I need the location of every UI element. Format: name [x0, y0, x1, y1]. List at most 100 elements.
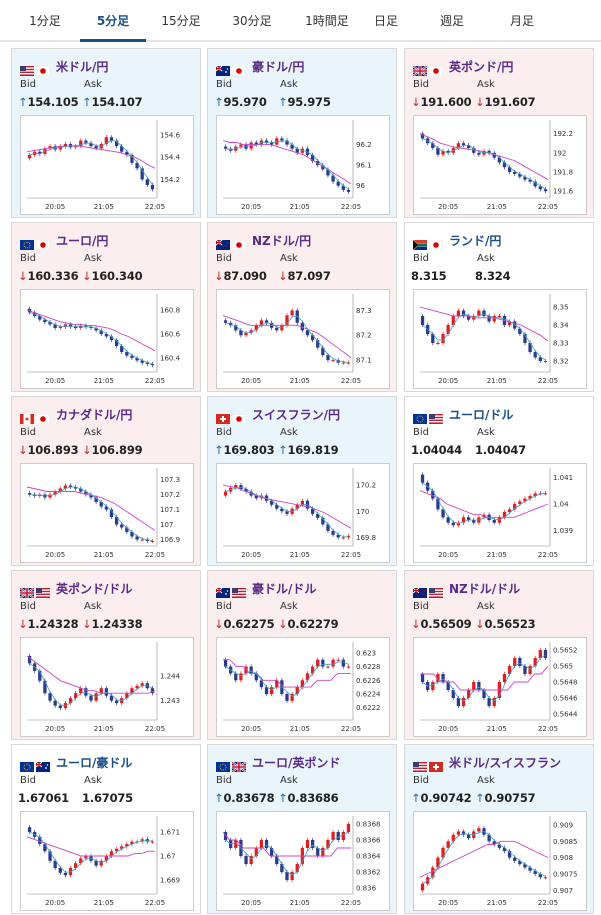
candle — [68, 698, 73, 704]
candle — [120, 846, 124, 849]
candle — [492, 841, 496, 845]
x-tick-label: 22:05 — [145, 377, 165, 385]
rate-card[interactable]: 米ドル/円 Bid Ask ↑154.105 ↑154.107 154.6 154.4 154… — [11, 48, 201, 218]
mini-chart[interactable]: 0.909 0.9085 0.908 0.9075 0.907 20:05 21:05 22:… — [413, 811, 587, 911]
candle — [104, 506, 108, 510]
mini-chart[interactable]: 87.3 87.2 87.1 20:05 21:05 22:05 — [216, 289, 390, 389]
candle — [43, 680, 47, 694]
jp-flag-icon — [231, 409, 247, 425]
rate-card[interactable]: ユーロ/豪ドル Bid Ask 1.67061 1.67075 1.671 1.67 1.66… — [11, 744, 201, 914]
candle — [336, 534, 340, 538]
rate-card[interactable]: 英ポンド/ドル Bid Ask ↓1.24328 ↓1.24338 1.244 1.243 2… — [11, 570, 201, 740]
tab-1[interactable]: 5分足 — [80, 0, 146, 42]
rate-card[interactable]: 英ポンド/円 Bid Ask ↓191.600 ↓191.607 192.2 192 191.… — [404, 48, 594, 218]
pair-name-link[interactable]: 豪ドル/円 — [252, 59, 305, 74]
mini-chart[interactable]: 96.2 96.1 96 20:05 21:05 22:05 — [216, 115, 390, 215]
pair-name-link[interactable]: ユーロ/英ポンド — [252, 755, 341, 770]
mini-chart[interactable]: 1.244 1.243 20:05 21:05 22:05 — [20, 637, 194, 737]
pair-name-link[interactable]: スイスフラン/円 — [252, 407, 341, 422]
pair-name-link[interactable]: ユーロ/豪ドル — [56, 755, 133, 770]
rate-card[interactable]: ユーロ/ドル Bid Ask 1.04044 1.04047 1.041 1.04 1.039… — [404, 396, 594, 566]
candle — [264, 320, 269, 323]
pair-name-link[interactable]: ユーロ/円 — [56, 233, 109, 248]
rate-card[interactable]: ランド/円 Bid Ask 8.315 8.324 8.35 8.34 8.33 8.32 20:… — [404, 222, 594, 392]
tab-2[interactable]: 15分足 — [161, 14, 201, 28]
pair-name-link[interactable]: ユーロ/ドル — [449, 407, 514, 422]
candle — [74, 863, 78, 868]
ask-label: Ask — [280, 775, 298, 786]
x-tick-label: 20:05 — [438, 203, 458, 211]
tab-0[interactable]: 1分足 — [29, 14, 61, 28]
rate-card[interactable]: NZドル/円 Bid Ask ↓87.090 ↓87.097 87.3 87.2 87.1 20… — [207, 222, 397, 392]
pair-name-link[interactable]: NZドル/ドル — [449, 581, 521, 596]
rate-card[interactable]: ユーロ/円 Bid Ask ↓160.336 ↓160.340 160.8 160.6 160… — [11, 222, 201, 392]
mini-chart[interactable]: 0.623 0.6228 0.6226 0.6224 0.6222 20:05 21:05 2… — [216, 637, 390, 737]
tab-5[interactable]: 日足 — [373, 14, 398, 28]
candle — [518, 173, 522, 177]
candle — [533, 658, 537, 666]
x-tick-label: 20:05 — [241, 377, 261, 385]
mini-chart[interactable]: 192.2 192 191.8 191.6 20:05 21:05 22:05 — [413, 115, 587, 215]
candle — [331, 175, 335, 182]
pair-name-link[interactable]: 豪ドル/ドル — [252, 581, 317, 596]
ask-label: Ask — [280, 427, 298, 438]
candle — [538, 650, 542, 658]
candle — [310, 335, 315, 341]
au-flag-icon — [35, 757, 50, 772]
y-tick-label: 1.039 — [553, 527, 573, 535]
mini-chart[interactable]: 8.35 8.34 8.33 8.32 20:05 21:05 22:05 — [413, 289, 587, 389]
mini-chart[interactable]: 0.5652 0.565 0.5648 0.5646 0.5644 20:05 21:05 2… — [413, 637, 587, 737]
mini-chart[interactable]: 154.6 154.4 154.2 20:05 21:05 22:05 — [20, 115, 194, 215]
signal-line — [422, 313, 546, 361]
tab-7[interactable]: 月足 — [509, 14, 534, 28]
candle — [89, 142, 93, 147]
mini-chart[interactable]: 107.3 107.2 107.1 107 106.9 20:05 21:05 22:05 — [20, 463, 194, 563]
x-tick-label: 21:05 — [487, 203, 507, 211]
mini-chart[interactable]: 0.8368 0.8366 0.8364 0.8362 0.836 20:05 21:05 2… — [216, 811, 390, 911]
rate-card[interactable]: ユーロ/英ポンド Bid Ask ↑0.83678 ↑0.83686 0.8368 0.83… — [207, 744, 397, 914]
candlestick-chart: 0.909 0.9085 0.908 0.9075 0.907 20:05 21:05 22:… — [419, 816, 578, 907]
tab-6[interactable]: 週足 — [439, 14, 464, 28]
pair-name-link[interactable]: ランド/円 — [449, 233, 502, 248]
candle — [259, 680, 264, 688]
bid-label: Bid — [20, 79, 36, 90]
pair-name-link[interactable]: 米ドル/スイスフラン — [449, 755, 562, 770]
rate-card[interactable]: 豪ドル/円 Bid Ask ↑95.970 ↑95.975 96.2 96.1 96 20:05… — [207, 48, 397, 218]
candle — [150, 364, 155, 366]
candle — [140, 539, 144, 541]
jp-flag-icon — [428, 61, 444, 77]
candle — [456, 143, 461, 148]
candle — [249, 666, 253, 674]
candle — [290, 144, 294, 149]
pair-name-link[interactable]: 米ドル/円 — [56, 59, 109, 74]
rate-card[interactable]: スイスフラン/円 Bid Ask ↑169.803 ↑169.819 170.2 170 16… — [207, 396, 397, 566]
rate-card[interactable]: NZドル/ドル Bid Ask ↓0.56509 ↓0.56523 0.5652 0.565… — [404, 570, 594, 740]
pair-name-link[interactable]: 英ポンド/ドル — [56, 581, 133, 596]
candle — [150, 841, 155, 843]
candle — [27, 655, 32, 664]
tab-4[interactable]: 1時間足 — [305, 14, 349, 28]
pair-name-link[interactable]: 英ポンド/円 — [449, 59, 514, 74]
candle — [53, 324, 57, 328]
pair-name-link[interactable]: カナダドル/円 — [56, 407, 133, 422]
mini-chart[interactable]: 170.2 170 169.8 20:05 21:05 22:05 — [216, 463, 390, 563]
rate-card[interactable]: カナダドル/円 Bid Ask ↓106.893 ↓106.899 107.3 107.2 1… — [11, 396, 201, 566]
candle — [280, 138, 284, 141]
ask-label: Ask — [280, 79, 298, 90]
bid-value: ↑0.90742 — [411, 791, 472, 805]
tab-3[interactable]: 30分足 — [232, 14, 272, 28]
candlestick-chart: 154.6 154.4 154.2 20:05 21:05 22:05 — [26, 120, 181, 211]
nz-jp-flag — [215, 235, 230, 250]
rate-card[interactable]: 豪ドル/ドル Bid Ask ↓0.62275 ↓0.62279 0.623 0.6228 0… — [207, 570, 397, 740]
y-tick-label: 0.8366 — [356, 837, 381, 845]
candle — [316, 659, 320, 667]
candle — [346, 362, 351, 364]
pair-name-link[interactable]: NZドル/円 — [252, 233, 312, 248]
mini-chart[interactable]: 1.041 1.04 1.039 20:05 21:05 22:05 — [413, 463, 587, 563]
mini-chart[interactable]: 160.8 160.6 160.4 20:05 21:05 22:05 — [20, 289, 194, 389]
mini-chart[interactable]: 1.671 1.67 1.669 20:05 21:05 22:05 — [20, 811, 194, 911]
ask-label: Ask — [280, 253, 298, 264]
candle — [451, 690, 455, 698]
y-tick-label: 0.9075 — [553, 871, 578, 879]
rate-card[interactable]: 米ドル/スイスフラン Bid Ask ↑0.90742 ↑0.90757 0.909 0.9… — [404, 744, 594, 914]
